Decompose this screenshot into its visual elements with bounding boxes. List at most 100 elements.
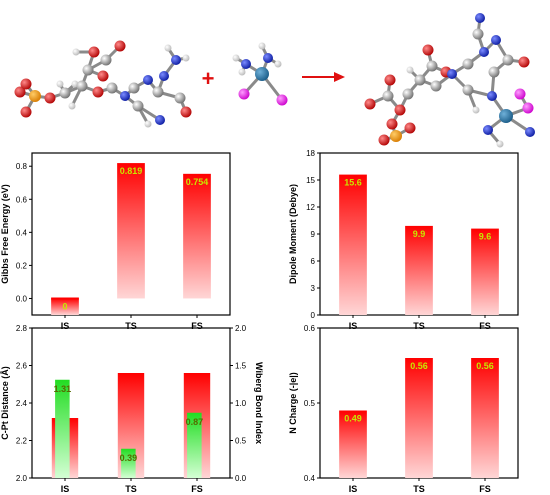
bar-fs bbox=[471, 358, 499, 478]
atom-h bbox=[472, 106, 480, 114]
atom-c bbox=[426, 60, 438, 72]
x-tick-label-is: IS bbox=[61, 321, 70, 331]
chart-gibbs-free-energy: 0.0 0.2 0.4 0.6 0.8 Gibbs Free Energy (eV) IS T… bbox=[0, 152, 231, 331]
y-tick-label: 9 bbox=[311, 230, 316, 239]
atom-o bbox=[384, 74, 396, 86]
bar-is bbox=[51, 298, 79, 315]
atom-n bbox=[155, 115, 165, 125]
y-tick-label: 2.4 bbox=[16, 399, 28, 408]
atom-c bbox=[106, 82, 118, 94]
atom-o bbox=[364, 98, 376, 110]
y-axis-label: Dipole Moment (Debye) bbox=[288, 184, 298, 284]
y2-tick-label: 1.0 bbox=[235, 399, 247, 408]
atom-n bbox=[483, 125, 493, 135]
atom-h bbox=[406, 66, 414, 74]
atom-c bbox=[462, 58, 474, 70]
product-molecule-illustration bbox=[364, 13, 535, 148]
y-tick-label: 12 bbox=[306, 203, 315, 212]
atom-h bbox=[164, 44, 172, 52]
y-tick-label: 6 bbox=[311, 257, 316, 266]
atom-c bbox=[502, 54, 514, 66]
y-tick-label: 0 bbox=[311, 311, 316, 320]
data-label: 15.6 bbox=[344, 178, 362, 188]
atom-h bbox=[238, 68, 246, 76]
bar-wiberg-bond-index bbox=[187, 412, 202, 478]
atom-o bbox=[20, 78, 32, 90]
atom-cl bbox=[522, 102, 534, 114]
atom-c bbox=[402, 88, 414, 100]
y-tick-label: 2.8 bbox=[16, 324, 28, 333]
data-label: 0.87 bbox=[186, 417, 204, 427]
y-tick-label: 0.4 bbox=[16, 228, 28, 237]
x-tick-label-is: IS bbox=[61, 484, 70, 494]
plus-sign: + bbox=[202, 66, 215, 91]
atom-c bbox=[82, 64, 94, 76]
y2-tick-label: 0.5 bbox=[235, 437, 247, 446]
data-label: 0.56 bbox=[476, 361, 494, 371]
x-tick-label-ts: TS bbox=[125, 484, 137, 494]
atom-c bbox=[414, 74, 426, 86]
atom-h bbox=[72, 48, 80, 56]
bar-ts bbox=[405, 358, 433, 478]
atom-c bbox=[488, 66, 500, 78]
y-tick-label: 18 bbox=[306, 149, 315, 158]
data-label: 1.31 bbox=[54, 384, 72, 394]
atom-o bbox=[97, 70, 109, 82]
atom-n bbox=[241, 59, 251, 69]
x-tick-label-ts: TS bbox=[125, 321, 137, 331]
atom-n bbox=[487, 91, 497, 101]
y-axis-label: Gibbs Free Energy (eV) bbox=[0, 184, 10, 284]
atom-c bbox=[132, 100, 144, 112]
x-tick-label-ts: TS bbox=[413, 484, 425, 494]
atom-n bbox=[479, 47, 489, 57]
atom-n bbox=[475, 13, 485, 23]
atom-c bbox=[462, 84, 474, 96]
atom-n bbox=[120, 91, 130, 101]
atom-c bbox=[472, 28, 484, 40]
data-label: 0.49 bbox=[344, 414, 362, 424]
y-tick-label: 0.6 bbox=[304, 324, 316, 333]
x-tick-label-fs: FS bbox=[479, 484, 491, 494]
y-axis-label: C-Pt Distance (Å) bbox=[0, 366, 10, 440]
atom-h bbox=[144, 120, 152, 128]
data-label: 9.6 bbox=[479, 232, 492, 242]
atom-pt bbox=[255, 67, 269, 81]
atom-n bbox=[159, 71, 169, 81]
atom-n bbox=[143, 75, 153, 85]
bar-is bbox=[339, 410, 367, 478]
atom-o bbox=[20, 106, 32, 118]
atom-o bbox=[394, 104, 406, 116]
atom-c bbox=[76, 80, 88, 92]
y-tick-label: 15 bbox=[306, 176, 315, 185]
x-tick-label-ts: TS bbox=[413, 321, 425, 331]
atom-o bbox=[378, 134, 390, 146]
atom-p bbox=[390, 130, 402, 142]
atom-p bbox=[29, 90, 41, 102]
data-label: 0.819 bbox=[120, 166, 143, 176]
data-label: 0.56 bbox=[410, 361, 428, 371]
atom-o bbox=[422, 44, 434, 56]
bar-fs bbox=[471, 228, 499, 315]
atom-c bbox=[128, 82, 140, 94]
atom-h bbox=[274, 60, 282, 68]
bar-ts bbox=[117, 163, 145, 299]
data-label: 0 bbox=[62, 301, 67, 311]
platinum-complex-illustration bbox=[232, 42, 288, 106]
atom-c bbox=[174, 92, 186, 104]
y-tick-label: 0.4 bbox=[304, 474, 316, 483]
atom-o bbox=[114, 40, 126, 52]
y2-tick-label: 2.0 bbox=[235, 324, 247, 333]
atom-h bbox=[56, 80, 64, 88]
atom-o bbox=[14, 86, 26, 98]
atom-h bbox=[232, 54, 240, 62]
x-tick-label-is: IS bbox=[349, 484, 358, 494]
x-tick-label-is: IS bbox=[349, 321, 358, 331]
chart-dipole-moment: 0 3 6 9 12 15 18 Dipole Moment (Debye) IS TS FS 15.… bbox=[288, 149, 519, 331]
bar-is bbox=[339, 174, 367, 315]
y-tick-label: 2.0 bbox=[16, 474, 28, 483]
atom-n bbox=[263, 53, 273, 63]
y-tick-label: 2.2 bbox=[16, 437, 28, 446]
bar-fs bbox=[183, 173, 211, 299]
atom-o bbox=[88, 46, 100, 58]
